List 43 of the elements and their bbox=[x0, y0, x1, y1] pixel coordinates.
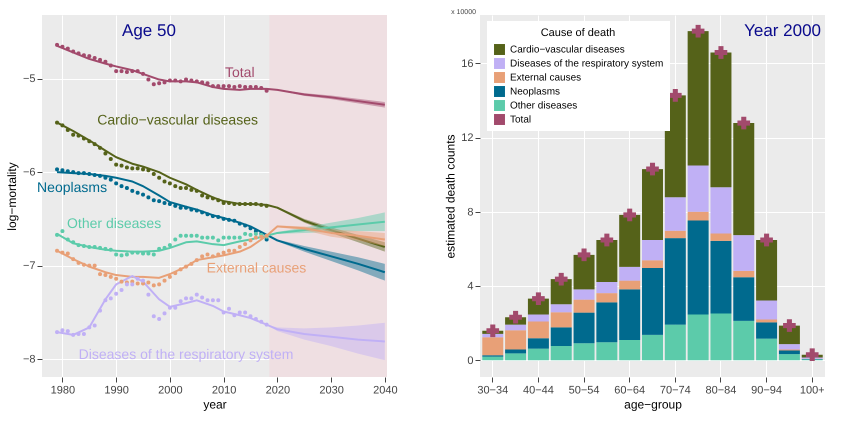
legend-label: Other diseases bbox=[510, 100, 578, 112]
y-tick-label: −6 bbox=[22, 166, 36, 179]
x-tick-label: 2010 bbox=[212, 384, 236, 396]
y-tick-label: −8 bbox=[22, 354, 36, 366]
legend-label: Diseases of the respiratory system bbox=[510, 58, 664, 70]
series-label: Other diseases bbox=[67, 214, 162, 231]
series-label: Diseases of the respiratory system bbox=[78, 346, 294, 362]
x-tick-label: 2020 bbox=[266, 384, 290, 396]
x-tick-label: 2030 bbox=[319, 384, 344, 396]
y-tick-label: −7 bbox=[22, 260, 36, 272]
annotation: Age 50 bbox=[122, 21, 176, 40]
x-axis-title: age−group bbox=[624, 398, 682, 412]
annotation: Year 2000 bbox=[744, 21, 821, 40]
x-tick-label: 1990 bbox=[104, 384, 129, 396]
y-tick-label: 4 bbox=[467, 280, 474, 293]
x-tick-label: 70−74 bbox=[660, 384, 691, 396]
y-tick-label: 0 bbox=[467, 354, 474, 367]
x-tick-label: 1980 bbox=[50, 384, 76, 396]
series-label: External causes bbox=[206, 259, 306, 276]
x-tick-label: 80−84 bbox=[706, 384, 736, 396]
legend-title: Cause of death bbox=[540, 27, 616, 39]
y-tick-label: −5 bbox=[22, 73, 36, 86]
legend-label: Total bbox=[510, 114, 532, 126]
y-tick-label: 8 bbox=[467, 206, 474, 218]
legend-label: External causes bbox=[510, 72, 582, 84]
series-label: Total bbox=[224, 64, 255, 80]
x-tick-label: 60−64 bbox=[614, 384, 646, 396]
x-axis-title: year bbox=[203, 398, 227, 412]
x-tick-label: 2040 bbox=[373, 384, 398, 396]
y-tick-label: 16 bbox=[461, 58, 474, 70]
x-tick-label: 100+ bbox=[800, 384, 825, 396]
x-tick-label: 30−34 bbox=[477, 384, 508, 396]
x-tick-label: 50−54 bbox=[568, 384, 600, 396]
y-axis-title: log−mortality bbox=[4, 162, 19, 231]
x-tick-label: 40−44 bbox=[522, 384, 554, 396]
x-tick-label: 2000 bbox=[158, 384, 183, 396]
y-tick-label: 12 bbox=[461, 132, 474, 144]
series-label: Cardio−vascular diseases bbox=[97, 111, 258, 128]
legend-label: Cardio−vascular diseases bbox=[510, 44, 625, 56]
series-label: Neoplasms bbox=[37, 179, 108, 196]
x-tick-label: 90−94 bbox=[751, 384, 782, 396]
y-axis-title: estimated death counts bbox=[443, 134, 458, 259]
legend-label: Neoplasms bbox=[510, 86, 560, 98]
